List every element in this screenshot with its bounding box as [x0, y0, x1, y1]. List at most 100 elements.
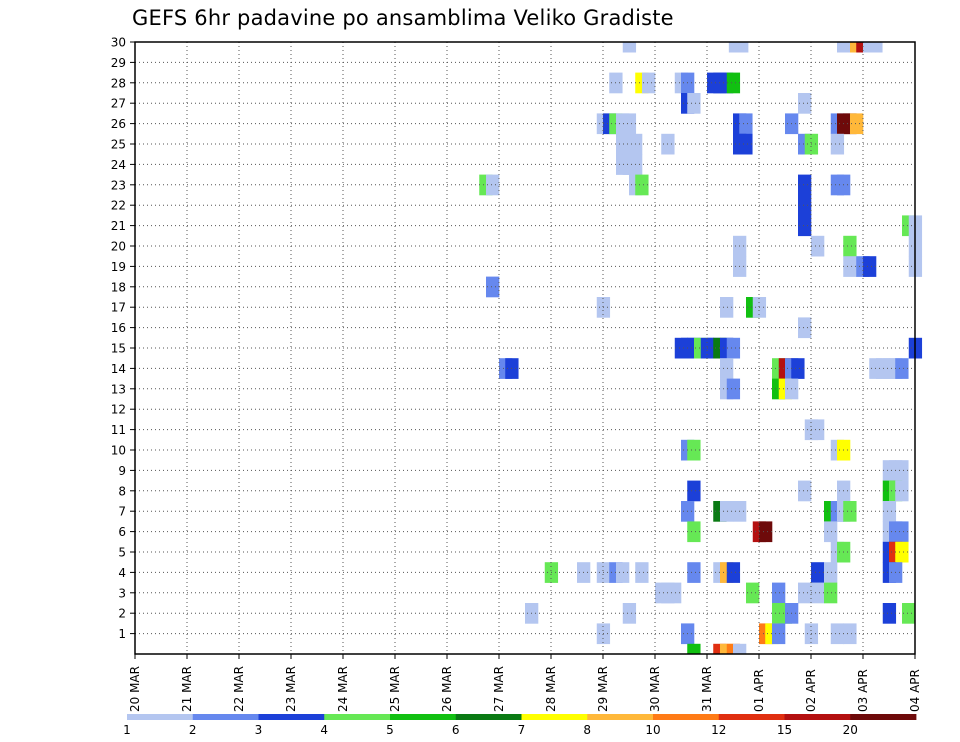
heatmap-cell	[843, 623, 857, 645]
heatmap-cell	[811, 582, 825, 604]
heatmap-cell	[726, 378, 741, 400]
heatmap-cell	[622, 603, 637, 624]
heatmap-cell	[843, 256, 857, 277]
heatmap-cell	[726, 562, 741, 583]
legend-swatch	[455, 714, 522, 720]
y-axis: 1234567891011121314151617181920212223242…	[111, 36, 135, 641]
x-tick-label: 25 MAR	[388, 666, 402, 712]
heatmap-cell	[811, 419, 825, 441]
heatmap-cell	[486, 276, 500, 298]
legend-label: 6	[452, 723, 460, 737]
y-tick-label: 3	[118, 586, 126, 600]
legend-label: 4	[320, 723, 328, 737]
heatmap-cell	[895, 541, 909, 563]
heatmap-cell	[798, 480, 812, 502]
heatmap-cell	[486, 174, 500, 196]
heatmap-cell	[798, 317, 812, 339]
heatmap-cell	[895, 460, 909, 481]
y-tick-label: 6	[118, 525, 126, 539]
y-tick-label: 30	[111, 36, 126, 50]
x-tick-label: 23 MAR	[284, 666, 298, 712]
y-tick-label: 4	[118, 566, 126, 580]
heatmap-cell	[759, 521, 773, 543]
heatmap-cell	[739, 133, 753, 155]
legend-swatch	[324, 714, 391, 720]
y-tick-label: 15	[111, 342, 126, 356]
heatmap-cell	[824, 582, 838, 604]
heatmap-cell	[668, 582, 682, 604]
heatmap-cell	[772, 623, 786, 645]
legend-swatch	[784, 714, 851, 720]
legend-swatch	[127, 714, 194, 720]
y-tick-label: 27	[111, 97, 126, 111]
heatmap-cell	[863, 256, 877, 277]
legend-label: 1	[123, 723, 131, 737]
x-tick-label: 01 APR	[752, 669, 766, 712]
y-tick-label: 28	[111, 76, 126, 90]
x-tick-label: 24 MAR	[336, 666, 350, 712]
y-tick-label: 10	[111, 444, 126, 458]
heatmap-cell	[798, 215, 812, 237]
heatmap-cell	[798, 582, 812, 604]
chart-title: GEFS 6hr padavine po ansamblima Veliko G…	[132, 6, 674, 30]
heatmap-cell	[726, 72, 741, 94]
heatmap-cell	[642, 72, 656, 94]
x-tick-label: 20 MAR	[128, 666, 142, 712]
legend-swatch	[718, 714, 785, 720]
heatmap-cell	[687, 480, 701, 502]
heatmap-cell	[687, 562, 701, 583]
x-tick-label: 31 MAR	[700, 666, 714, 712]
heatmap-cell	[895, 480, 909, 502]
y-tick-label: 20	[111, 240, 126, 254]
y-tick-label: 2	[118, 607, 126, 621]
heatmap-cell	[882, 501, 897, 522]
y-tick-label: 14	[111, 362, 126, 376]
heatmap-cell	[720, 643, 734, 655]
x-tick-label: 04 APR	[908, 669, 922, 712]
heatmap-cell	[735, 42, 749, 53]
heatmap-cell	[622, 42, 637, 53]
heatmap-cell	[720, 297, 734, 318]
heatmap-cell	[713, 643, 727, 655]
heatmap-cell	[739, 113, 753, 135]
y-tick-label: 23	[111, 178, 126, 192]
x-tick-label: 26 MAR	[440, 666, 454, 712]
legend-swatch	[653, 714, 720, 720]
y-tick-label: 25	[111, 138, 126, 152]
legend-swatch	[390, 714, 457, 720]
heatmap-cell	[687, 521, 701, 543]
y-tick-label: 17	[111, 301, 126, 315]
y-tick-label: 7	[118, 505, 126, 519]
legend-label: 5	[386, 723, 394, 737]
heatmap-cell	[687, 643, 701, 655]
heatmap-cell	[882, 603, 897, 624]
y-tick-label: 29	[111, 56, 126, 70]
x-tick-label: 27 MAR	[492, 666, 506, 712]
heatmap-cell	[798, 195, 812, 216]
legend-label: 2	[189, 723, 197, 737]
heatmap-cell	[811, 562, 825, 583]
heatmap-cell	[798, 174, 812, 196]
legend-label: 8	[583, 723, 591, 737]
heatmap-cell	[687, 93, 701, 114]
heatmap-cell	[720, 358, 734, 379]
legend-label: 3	[255, 723, 263, 737]
heatmap-cell	[635, 562, 649, 583]
x-tick-label: 22 MAR	[232, 666, 246, 712]
x-tick-label: 02 APR	[804, 669, 818, 712]
heatmap-cell	[733, 643, 747, 655]
heatmap-cell	[902, 603, 916, 624]
y-tick-label: 9	[118, 464, 126, 478]
legend-swatch	[192, 714, 259, 720]
y-tick-label: 26	[111, 117, 126, 131]
y-tick-label: 24	[111, 158, 126, 172]
heatmap-cell	[837, 42, 851, 53]
heatmap-cell	[772, 582, 786, 604]
heatmap-cell	[850, 113, 864, 135]
heatmap-cell	[895, 521, 909, 543]
y-tick-label: 8	[118, 484, 126, 498]
x-tick-label: 21 MAR	[180, 666, 194, 712]
x-tick-label: 30 MAR	[648, 666, 662, 712]
y-tick-label: 1	[118, 627, 126, 641]
